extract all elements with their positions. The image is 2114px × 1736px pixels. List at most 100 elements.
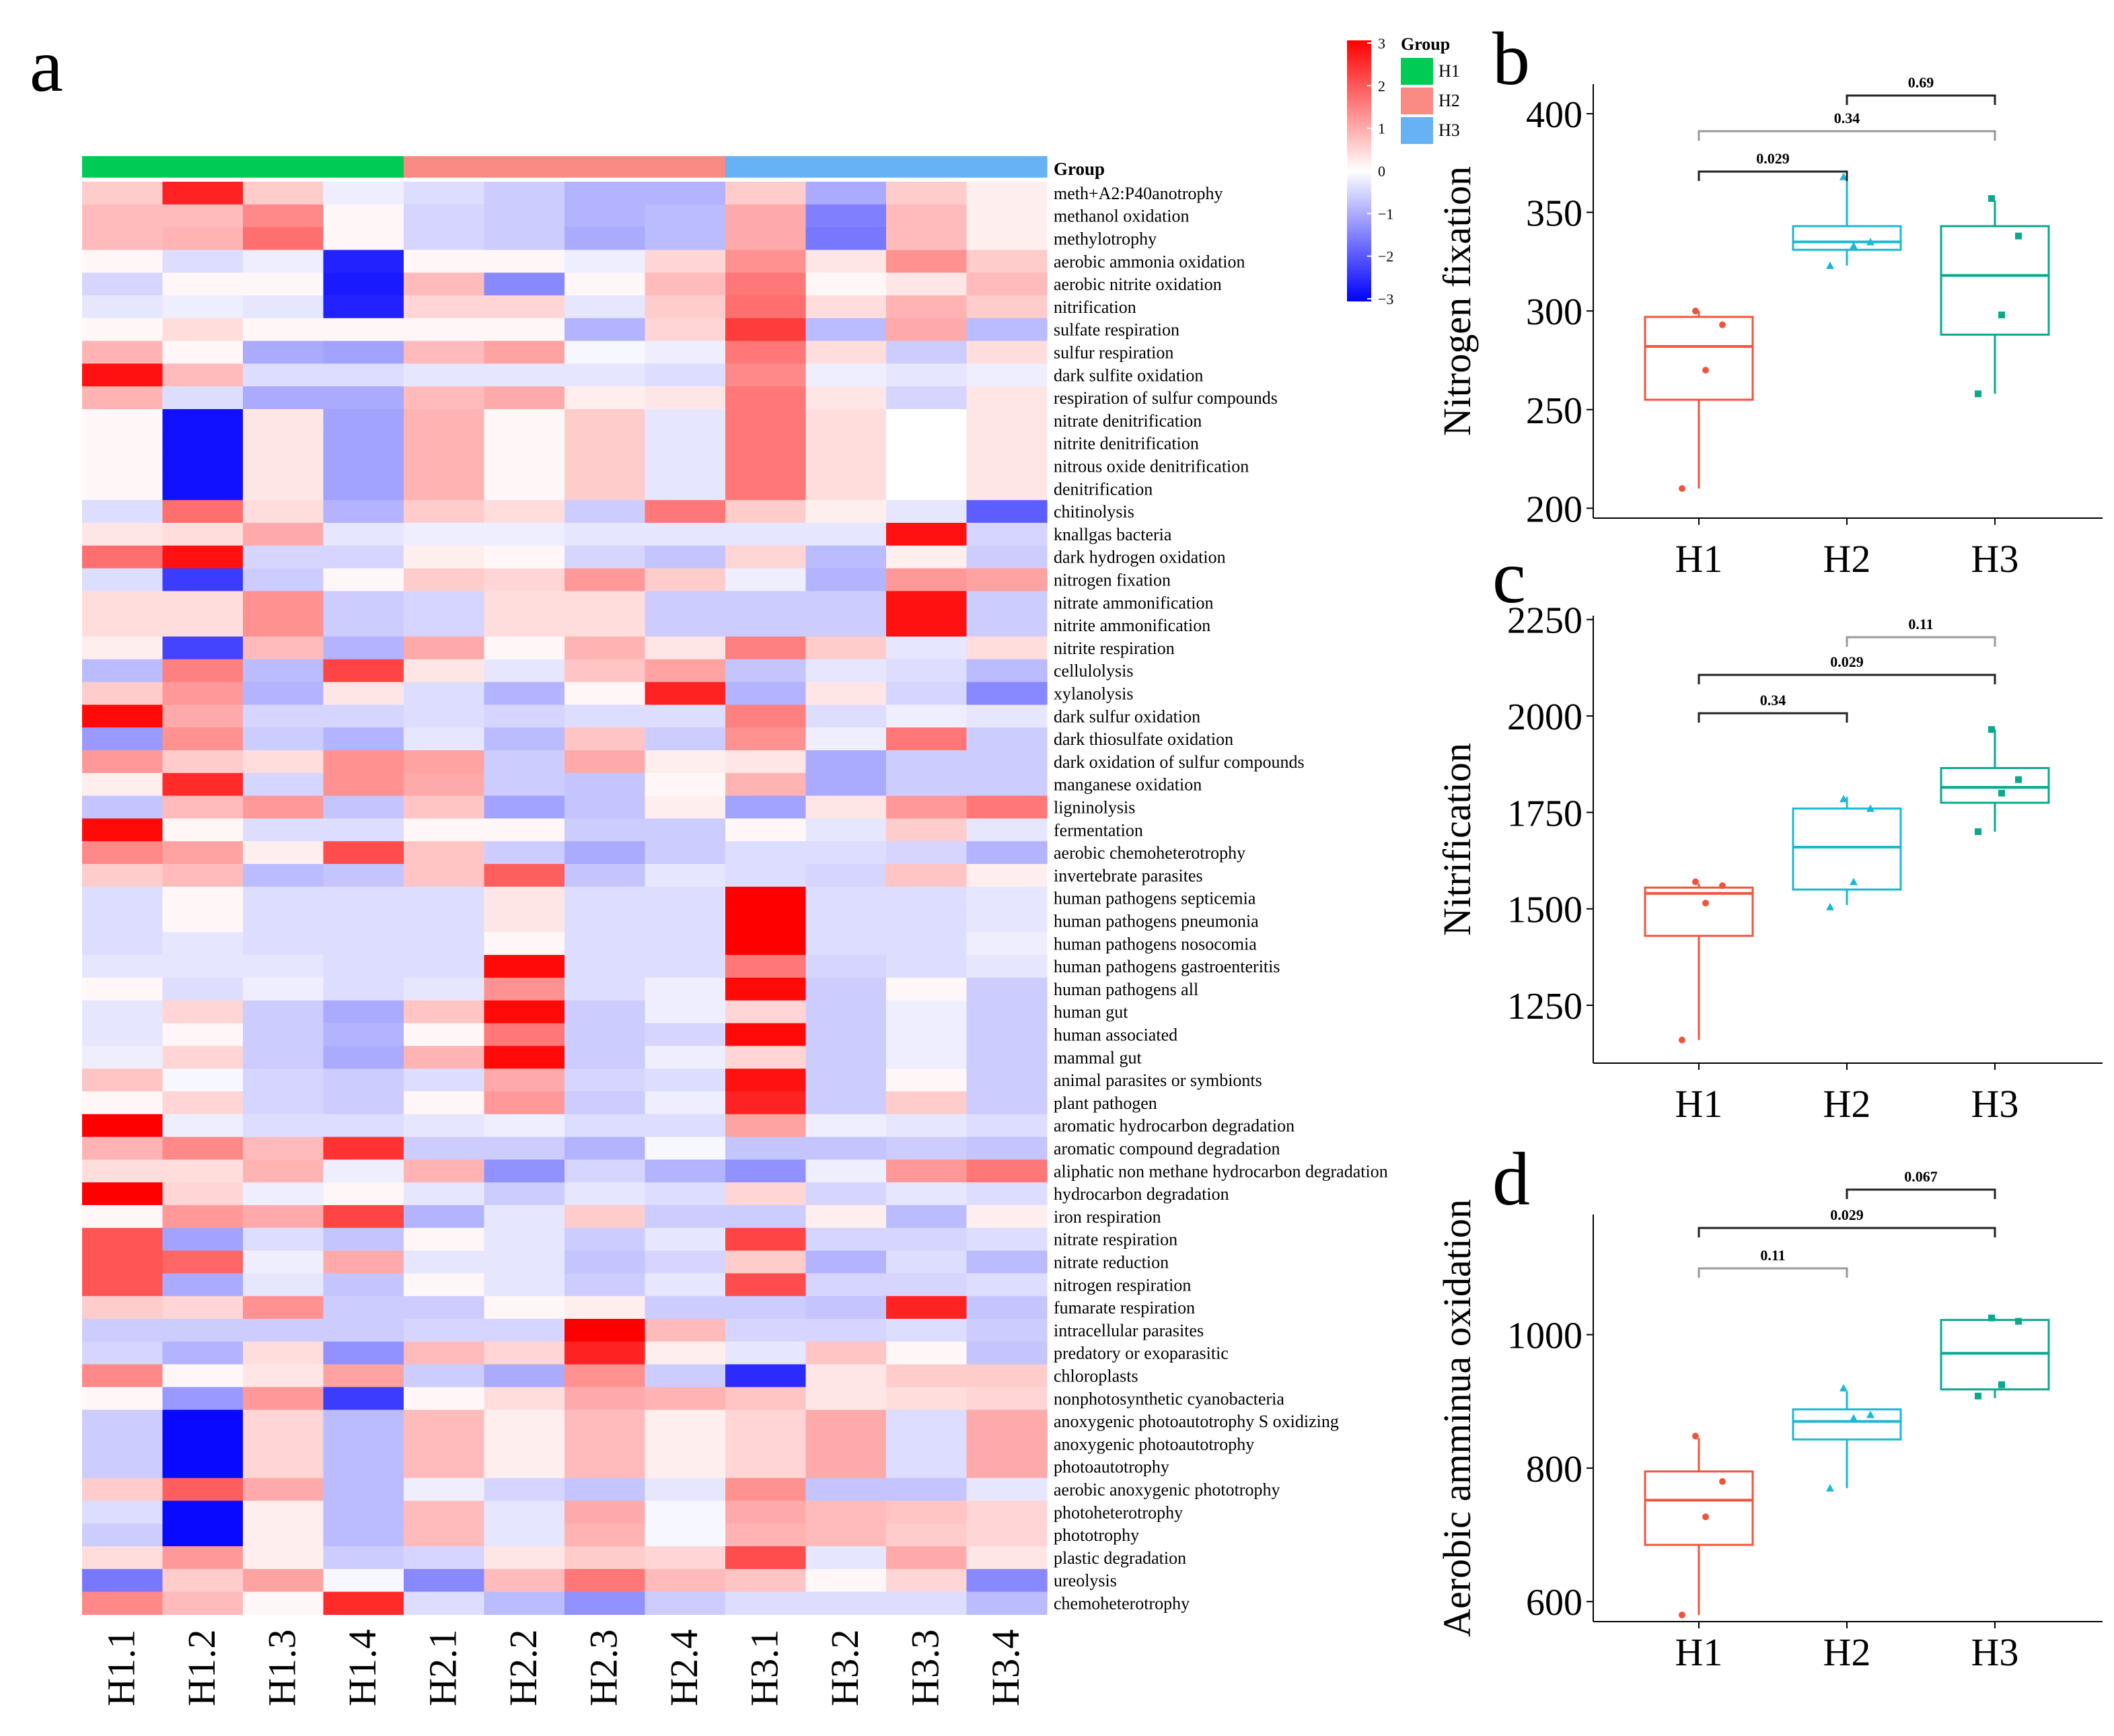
heatmap-cell [82, 727, 163, 751]
heatmap-cell [725, 1296, 807, 1319]
heatmap-cell [323, 431, 404, 456]
heatmap-cell [725, 1455, 807, 1479]
heatmap-cell [323, 386, 404, 410]
heatmap-cell [966, 340, 1048, 364]
heatmap-cell [725, 273, 807, 296]
heatmap-cell [162, 1182, 244, 1206]
heatmap-cell [484, 1114, 565, 1138]
heatmap-cell [966, 1387, 1048, 1410]
comparison-bracket [1846, 1188, 1996, 1199]
heatmap-cell [404, 1319, 485, 1342]
p-value-label: 0.067 [1904, 1168, 1938, 1185]
p-value-label: 0.029 [1830, 653, 1864, 670]
heatmap-cell [725, 409, 807, 433]
group-bar-label: Group [1054, 159, 1105, 179]
box-H3 [1940, 766, 2050, 804]
heatmap-cell [805, 864, 887, 888]
heatmap-cell [243, 568, 324, 591]
heatmap-cell [323, 886, 404, 910]
heatmap-cell [966, 909, 1048, 933]
data-point [1988, 726, 1995, 733]
heatmap-cell [886, 545, 968, 569]
heatmap-cell [243, 1273, 324, 1297]
heatmap-cell [725, 1205, 807, 1229]
heatmap-cell [484, 795, 565, 819]
heatmap-cell [886, 591, 968, 614]
heatmap-cell [966, 295, 1048, 319]
heatmap-cell [323, 568, 404, 591]
heatmap-cell [725, 1250, 807, 1274]
heatmap-cell [805, 1387, 887, 1410]
heatmap-cell [404, 454, 485, 478]
heatmap-cell [243, 500, 324, 523]
heatmap-cell [805, 1091, 887, 1115]
heatmap-cell [82, 1500, 163, 1524]
heatmap-cell [162, 250, 244, 273]
heatmap-cell [484, 909, 565, 933]
heatmap-cell [243, 795, 324, 819]
heatmap-cell [805, 659, 887, 683]
heatmap-cell [323, 614, 404, 637]
heatmap-cell [645, 932, 726, 955]
data-point [1692, 878, 1699, 885]
panel-d-label: d [1492, 1138, 1530, 1221]
heatmap-cell [82, 682, 163, 705]
heatmap-cell [404, 909, 485, 933]
heatmap-cell [243, 1341, 324, 1365]
heatmap-cell [323, 1364, 404, 1387]
heatmap-cell [564, 1546, 646, 1570]
heatmap-cell [805, 1227, 887, 1252]
heatmap-cell [404, 841, 485, 865]
heatmap-cell [805, 568, 887, 591]
heatmap-cell [243, 454, 324, 478]
heatmap-cell [162, 682, 244, 705]
row-label: manganese oxidation [1054, 775, 1202, 795]
y-tick-label: 1500 [1507, 890, 1582, 931]
heatmap-cell [645, 886, 726, 910]
heatmap-cell [886, 295, 968, 319]
heatmap-cell [162, 500, 244, 523]
heatmap-cell [404, 318, 485, 342]
heatmap-cell [725, 295, 807, 319]
row-label: ureolysis [1054, 1571, 1117, 1591]
heatmap-cell [564, 1023, 646, 1046]
heatmap-cell [484, 204, 565, 228]
heatmap-cell [805, 1296, 887, 1319]
heatmap-cell [323, 1455, 404, 1479]
heatmap-cell [162, 978, 244, 1001]
heatmap-cell [82, 1159, 163, 1183]
heatmap-cell [805, 591, 887, 614]
heatmap-cell [966, 1319, 1048, 1342]
heatmap-cell [966, 545, 1048, 569]
heatmap-cell [82, 1046, 163, 1069]
heatmap-cell [484, 1159, 565, 1183]
heatmap-cell [645, 772, 726, 797]
heatmap-cell [725, 1182, 807, 1206]
heatmap-cell [564, 750, 646, 774]
heatmap-cell [886, 500, 968, 523]
heatmap-cell [725, 795, 807, 819]
heatmap-cell [162, 886, 244, 910]
heatmap-cell [243, 1478, 324, 1501]
heatmap-cell [404, 1023, 485, 1046]
heatmap-cell [162, 795, 244, 819]
heatmap-cell [886, 864, 968, 888]
heatmap-cell [484, 250, 565, 273]
heatmap-cell [564, 864, 646, 888]
heatmap-cell [484, 295, 565, 319]
heatmap-cell [564, 523, 646, 546]
p-value-label: 0.11 [1760, 1247, 1785, 1264]
heatmap-cell [966, 955, 1048, 978]
heatmap-cell [805, 795, 887, 819]
heatmap-cell [162, 523, 244, 546]
heatmap-cell [484, 500, 565, 523]
heatmap-cell [323, 1023, 404, 1046]
heatmap-cell [404, 1091, 485, 1115]
heatmap-cell [564, 818, 646, 842]
y-tick-label: 350 [1526, 193, 1582, 235]
heatmap-cell [645, 1591, 726, 1615]
heatmap-cell [886, 273, 968, 296]
heatmap-cell [725, 909, 807, 933]
heatmap-cell [243, 409, 324, 433]
heatmap-cell [645, 431, 726, 456]
